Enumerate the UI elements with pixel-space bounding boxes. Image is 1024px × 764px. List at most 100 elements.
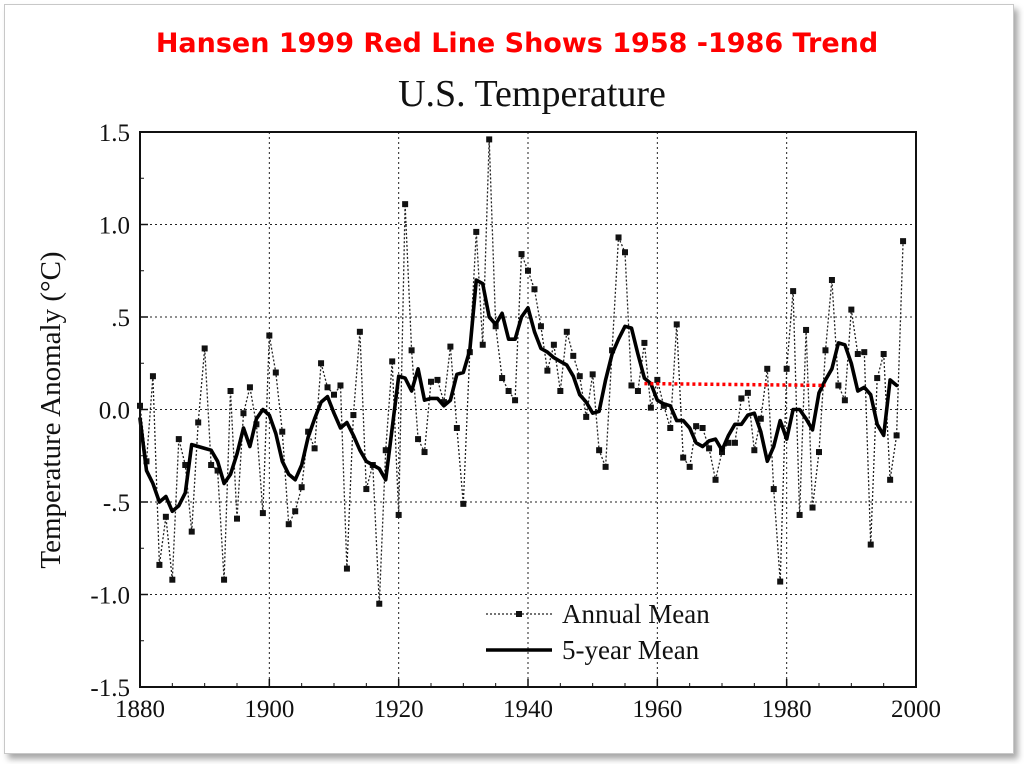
y-tick-label: -1.0 bbox=[90, 583, 130, 610]
annual-mean-point bbox=[589, 371, 596, 378]
y-axis-label: Temperature Anomaly (°C) bbox=[35, 251, 67, 568]
annual-mean-point bbox=[822, 347, 829, 354]
annual-mean-point bbox=[512, 397, 519, 404]
annual-mean-point bbox=[654, 376, 661, 383]
annual-mean-point bbox=[706, 445, 713, 452]
x-tick-label: 1920 bbox=[374, 696, 424, 723]
annual-mean-point bbox=[272, 369, 279, 376]
y-tick-label: -.5 bbox=[103, 490, 130, 517]
annual-mean-point bbox=[221, 576, 228, 583]
annual-mean-point bbox=[731, 439, 738, 446]
annual-mean-point bbox=[634, 388, 641, 394]
x-tick-label: 1880 bbox=[115, 696, 165, 723]
annual-mean-point bbox=[460, 500, 467, 507]
annual-mean-point bbox=[680, 454, 687, 461]
series-layer bbox=[137, 136, 907, 607]
annual-mean-point bbox=[861, 349, 868, 356]
annual-mean-point bbox=[311, 445, 318, 452]
annual-mean-point bbox=[693, 423, 700, 430]
annual-mean-point bbox=[376, 600, 383, 607]
annual-mean-point bbox=[537, 323, 544, 330]
annual-mean-point bbox=[867, 541, 874, 548]
annual-mean-point bbox=[421, 449, 428, 456]
annual-mean-point bbox=[854, 351, 861, 357]
annual-mean-point bbox=[622, 249, 628, 256]
annual-mean-point bbox=[835, 382, 842, 389]
x-tick-label: 1900 bbox=[244, 696, 294, 723]
x-tick-label: 1980 bbox=[762, 696, 812, 723]
plot-border bbox=[139, 131, 917, 688]
chart-title: U.S. Temperature bbox=[398, 73, 666, 115]
chart-frame bbox=[4, 4, 1014, 754]
annual-mean-point bbox=[738, 395, 745, 402]
annual-mean-point bbox=[331, 391, 337, 398]
annual-mean-point bbox=[900, 238, 907, 245]
legend-five-year-label: 5-year Mean bbox=[562, 635, 700, 665]
annual-mean-point bbox=[240, 410, 247, 417]
annual-mean-point bbox=[602, 463, 609, 470]
annual-mean-point bbox=[298, 484, 305, 491]
annual-mean-point bbox=[816, 449, 822, 456]
trend-line-1958-1986 bbox=[644, 381, 826, 388]
annual-mean-point bbox=[828, 277, 835, 283]
legend-annual-marker bbox=[516, 611, 522, 617]
annual-mean-point bbox=[350, 412, 357, 419]
annual-mean-point bbox=[563, 328, 570, 335]
annual-mean-point bbox=[473, 228, 480, 235]
annual-mean-point bbox=[803, 326, 810, 333]
annual-mean-point bbox=[725, 439, 732, 446]
annual-mean-point bbox=[395, 511, 402, 518]
annual-mean-point bbox=[667, 425, 674, 431]
annual-mean-point bbox=[848, 306, 855, 313]
x-tick-label: 1940 bbox=[503, 696, 553, 723]
annual-mean-point bbox=[893, 432, 900, 439]
annual-mean-point bbox=[408, 347, 415, 354]
annual-mean-point bbox=[757, 415, 764, 422]
annual-mean-point bbox=[434, 376, 441, 383]
y-tick-label: .5 bbox=[111, 305, 130, 332]
annual-mean-point bbox=[363, 486, 370, 493]
annual-mean-point bbox=[712, 476, 719, 483]
annual-mean-point bbox=[777, 578, 784, 585]
annual-mean-point bbox=[615, 234, 622, 241]
annual-mean-point bbox=[790, 288, 797, 295]
annual-mean-point bbox=[214, 467, 221, 474]
annual-mean-point bbox=[492, 323, 499, 330]
annual-mean-point bbox=[175, 436, 182, 443]
y-tick-label: 1.0 bbox=[99, 213, 130, 240]
annual-mean-point bbox=[318, 360, 325, 367]
annual-mean-point bbox=[699, 425, 706, 431]
annual-mean-point bbox=[479, 341, 486, 348]
annual-mean-point bbox=[628, 382, 635, 389]
y-tick-label: -1.5 bbox=[90, 675, 130, 702]
legend: Annual Mean 5-year Mean bbox=[486, 599, 710, 665]
annual-mean-point bbox=[279, 428, 286, 435]
annual-mean-point bbox=[201, 345, 208, 352]
annual-mean-point bbox=[596, 447, 603, 454]
annual-mean-point bbox=[266, 332, 273, 339]
annual-mean-point bbox=[149, 373, 156, 380]
annual-mean-point bbox=[440, 399, 447, 406]
annual-mean-point bbox=[518, 251, 525, 258]
annual-mean-point bbox=[887, 476, 894, 483]
annual-mean-point bbox=[505, 388, 512, 394]
annual-mean-point bbox=[673, 321, 680, 328]
y-tick-label: 1.5 bbox=[99, 120, 130, 147]
annual-mean-point bbox=[531, 286, 538, 293]
annual-mean-point bbox=[428, 378, 434, 385]
annual-mean-point bbox=[415, 436, 422, 443]
x-tick-label: 2000 bbox=[891, 696, 941, 723]
grid-lines bbox=[140, 132, 916, 687]
annual-mean-point bbox=[453, 425, 460, 431]
annual-mean-point bbox=[208, 462, 215, 468]
annual-mean-point bbox=[259, 510, 266, 517]
annual-mean-point bbox=[156, 561, 163, 568]
annual-mean-point bbox=[356, 328, 363, 335]
annual-mean-point bbox=[751, 447, 758, 454]
annual-mean-point bbox=[647, 404, 654, 411]
annual-mean-point bbox=[234, 515, 240, 522]
annual-mean-point bbox=[162, 513, 169, 520]
annual-mean-point bbox=[874, 375, 881, 382]
annual-mean-point bbox=[719, 449, 725, 456]
annual-mean-point bbox=[402, 201, 409, 208]
